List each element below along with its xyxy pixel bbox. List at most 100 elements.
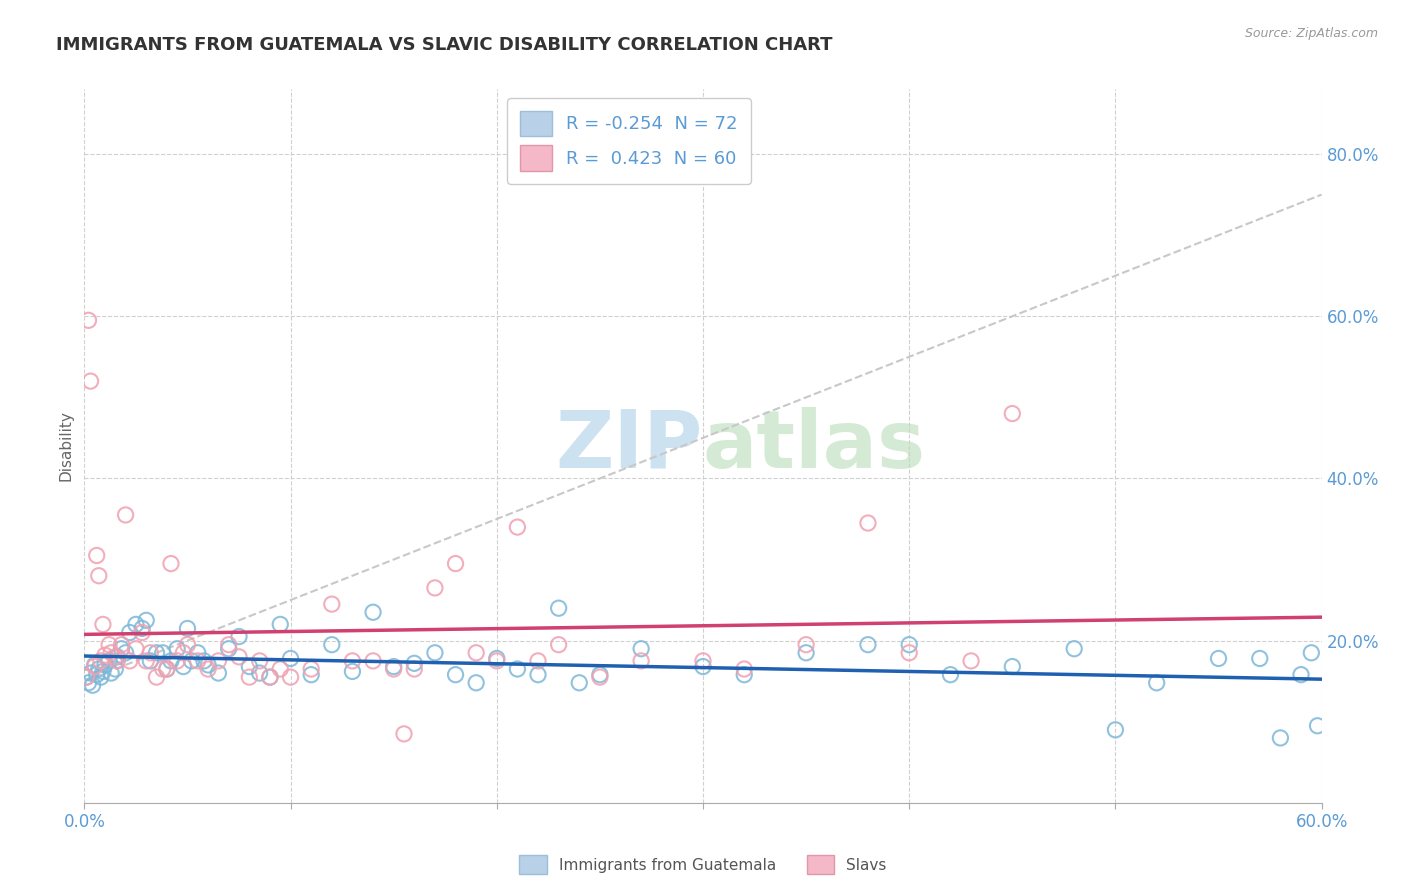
Point [527,667,550,681]
Point [444,557,467,571]
Text: Source: ZipAtlas.com: Source: ZipAtlas.com [1244,27,1378,40]
Point [180,654,202,668]
Point [485,654,508,668]
Point [77,675,100,690]
Point [898,646,921,660]
Point [630,654,652,668]
Point [94,648,117,663]
Point [733,662,755,676]
Point [1306,719,1329,733]
Point [207,654,229,668]
Point [100,666,122,681]
Point [259,670,281,684]
Point [856,516,879,530]
Point [249,666,271,681]
Point [280,670,302,684]
Point [207,666,229,681]
Point [98,638,121,652]
Point [83,659,105,673]
Point [104,662,127,676]
Point [269,617,291,632]
Point [197,657,219,672]
Point [1270,731,1292,745]
Point [152,662,174,676]
Text: IMMIGRANTS FROM GUATEMALA VS SLAVIC DISABILITY CORRELATION CHART: IMMIGRANTS FROM GUATEMALA VS SLAVIC DISA… [56,36,832,54]
Point [228,630,250,644]
Point [193,654,215,668]
Point [172,659,194,673]
Point [160,654,183,668]
Point [465,646,488,660]
Point [166,641,188,656]
Point [77,313,100,327]
Point [187,646,209,660]
Point [90,670,112,684]
Point [423,581,446,595]
Point [692,654,714,668]
Point [160,557,183,571]
Point [86,549,108,563]
Text: ZIP: ZIP [555,407,703,485]
Point [139,646,162,660]
Point [187,654,209,668]
Point [547,601,569,615]
Point [79,374,101,388]
Point [342,654,364,668]
Point [630,641,652,656]
Legend: Immigrants from Guatemala, Slavs: Immigrants from Guatemala, Slavs [513,849,893,880]
Point [361,654,384,668]
Point [135,654,157,668]
Point [392,727,415,741]
Point [87,662,110,676]
Point [105,654,128,668]
Point [444,667,467,681]
Point [568,675,591,690]
Point [176,622,198,636]
Point [145,670,167,684]
Point [105,649,128,664]
Point [238,670,260,684]
Point [218,638,240,652]
Point [382,662,405,676]
Point [898,638,921,652]
Point [527,654,550,668]
Point [82,678,104,692]
Point [131,622,153,636]
Point [238,659,260,673]
Point [342,665,364,679]
Point [135,613,157,627]
Point [692,659,714,673]
Point [176,638,198,652]
Point [90,654,112,668]
Point [1146,675,1168,690]
Point [299,667,322,681]
Point [1063,641,1085,656]
Point [321,597,343,611]
Point [960,654,983,668]
Point [1001,407,1024,421]
Point [794,646,817,660]
Point [75,670,97,684]
Point [131,625,153,640]
Point [110,641,132,656]
Point [118,654,141,668]
Point [589,670,612,684]
Point [83,657,105,672]
Point [485,651,508,665]
Point [404,657,426,671]
Point [794,638,817,652]
Point [423,646,446,660]
Point [506,520,529,534]
Point [506,662,529,676]
Point [125,641,148,656]
Point [1208,651,1230,665]
Y-axis label: Disability: Disability [58,410,73,482]
Point [86,667,108,681]
Point [91,665,114,679]
Point [321,638,343,652]
Point [75,670,97,684]
Point [98,654,121,668]
Point [79,666,101,681]
Point [218,641,240,656]
Point [118,625,141,640]
